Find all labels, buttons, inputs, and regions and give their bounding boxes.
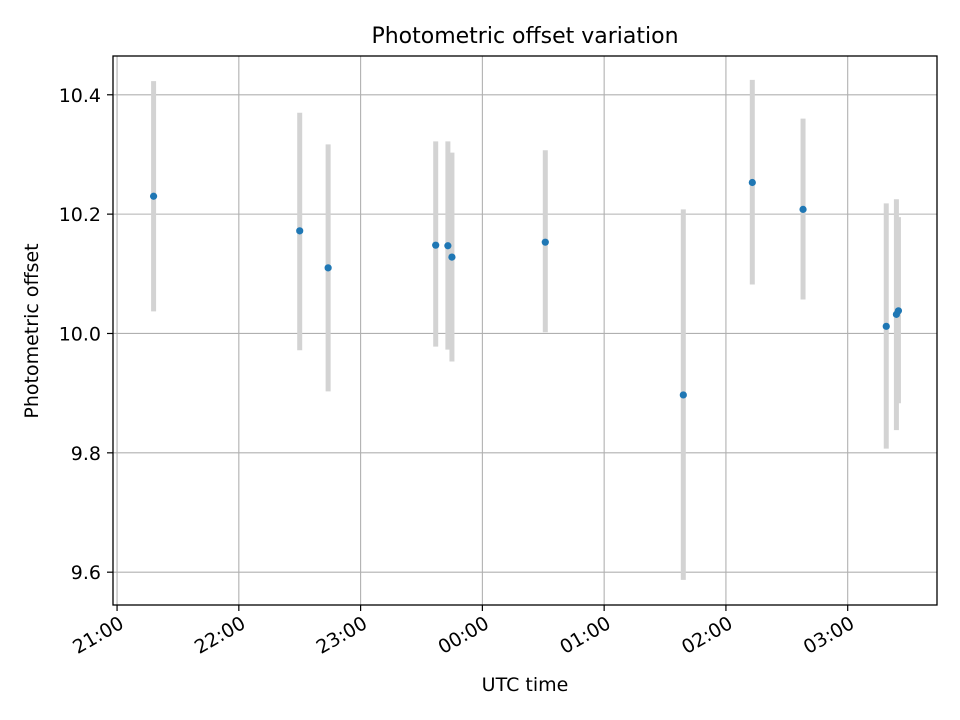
data-point [432,241,440,249]
data-point [541,238,549,246]
errorbars [151,79,901,580]
data-point [679,391,687,399]
y-tick-label: 10.0 [59,323,101,345]
data-point [149,192,158,200]
data-point [894,307,903,315]
x-tick-label: 02:00 [678,612,736,658]
data-point [799,205,807,213]
data-point [296,227,304,235]
y-tick-label: 10.2 [59,204,101,226]
chart-title: Photometric offset variation [371,24,678,49]
data-point [882,322,890,330]
data-points [149,178,903,399]
data-point [324,264,332,272]
x-tick-label: 23:00 [313,612,371,658]
grid [113,56,937,605]
data-point [748,178,756,187]
x-axis-label: UTC time [482,674,569,696]
y-tick-label: 9.6 [71,562,101,584]
y-axis-label: Photometric offset [21,243,43,418]
y-axis-ticks: 9.6 9.8 10.0 10.2 10.4 [59,85,113,584]
x-tick-label: 01:00 [556,612,614,658]
x-tick-label: 21:00 [69,612,127,658]
plot-area-frame [112,55,938,606]
y-tick-label: 9.8 [71,443,101,465]
x-tick-label: 00:00 [434,612,492,658]
data-point [448,253,456,261]
y-tick-label: 10.4 [59,85,101,107]
data-point [444,242,452,250]
x-tick-label: 03:00 [800,612,858,658]
x-tick-label: 22:00 [191,612,249,658]
x-axis-ticks: 21:00 22:00 23:00 00:00 01:00 02:00 03:00 [69,605,858,659]
